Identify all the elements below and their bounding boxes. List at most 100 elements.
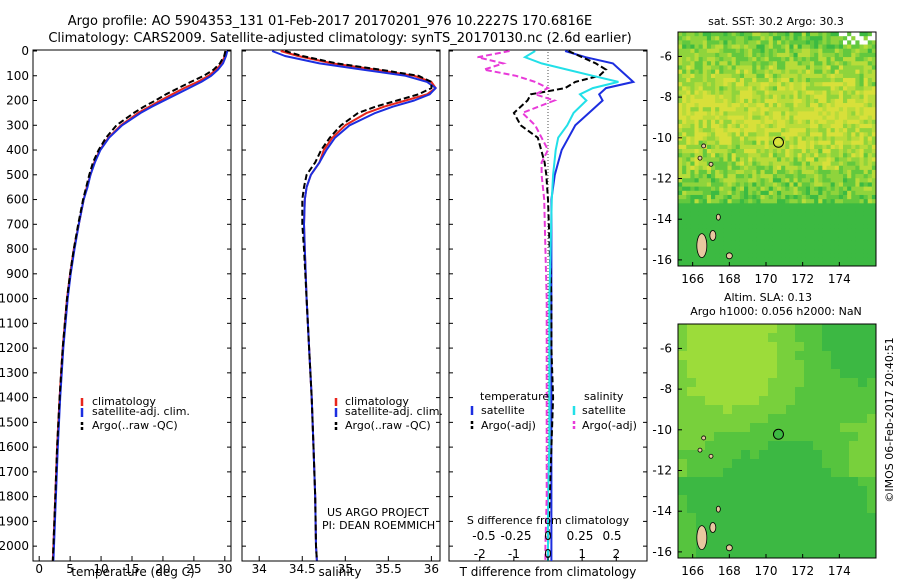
map-cell [723, 211, 728, 217]
map-cell [804, 324, 814, 334]
map-cell [698, 57, 704, 62]
map-cell [797, 119, 803, 125]
map-cell [851, 77, 856, 83]
map-cell [768, 199, 774, 204]
map-cell [702, 190, 708, 196]
map-cell [741, 360, 751, 370]
map-cell [714, 351, 724, 361]
difference-legend: temperature salinity satellite Argo(-adj… [470, 390, 637, 432]
map-cell [847, 203, 852, 208]
map-cell [822, 140, 827, 146]
map-cell [772, 232, 778, 238]
map-cell [822, 333, 832, 343]
map-cell [752, 77, 757, 83]
map-cell [804, 414, 814, 424]
map-cell [698, 136, 704, 142]
map-cell [690, 69, 695, 75]
map-cell [714, 396, 724, 406]
map-cell [867, 224, 873, 229]
map-cell [750, 405, 760, 415]
map-cell [785, 220, 790, 225]
map-cell [748, 36, 753, 41]
map-cell [706, 211, 712, 217]
map-cell [786, 324, 796, 334]
map-cell [764, 136, 770, 142]
map-cell [777, 123, 782, 129]
map-cell [750, 369, 760, 379]
map-cell [752, 52, 757, 58]
map-cell [859, 123, 865, 129]
map-cell [706, 73, 712, 79]
map-cell [789, 178, 794, 183]
map-cell [826, 157, 832, 162]
map-cell [698, 94, 704, 100]
map-cell [748, 182, 753, 188]
map-cell [678, 186, 683, 192]
map-cell [694, 69, 700, 75]
map-cell [682, 48, 687, 54]
map-cell [723, 82, 728, 87]
map-cell [772, 98, 778, 104]
map-cell [838, 32, 844, 37]
map-cell [706, 48, 712, 54]
map-cell [810, 224, 815, 229]
x-tick-label: -1 [508, 547, 520, 561]
map-cell [805, 94, 811, 100]
map-cell [756, 136, 761, 142]
map-cell [801, 40, 807, 45]
map-cell [678, 103, 683, 108]
island [701, 435, 707, 441]
map-cell [795, 495, 805, 505]
map-cell [785, 98, 790, 104]
map-cell [830, 77, 836, 83]
map-cell [715, 178, 720, 183]
map-cell [858, 504, 868, 514]
map-cell [867, 190, 873, 196]
map-cell [801, 165, 807, 171]
map-cell [847, 236, 852, 242]
map-cell [858, 540, 868, 550]
map-cell [686, 140, 691, 146]
map-cell [797, 123, 803, 129]
map-cell [764, 249, 770, 254]
map-cell [731, 149, 737, 154]
map-cell [834, 149, 840, 154]
map-cell [739, 65, 745, 71]
map-cell [768, 48, 774, 54]
map-cell [723, 69, 728, 75]
map-cell [772, 194, 778, 200]
map-cell [797, 211, 803, 217]
map-cell [818, 40, 823, 45]
map-cell [752, 240, 757, 246]
map-cell [786, 513, 796, 523]
x-tick-label: 0 [544, 547, 552, 561]
map-cell [696, 351, 706, 361]
map-cell [867, 178, 873, 183]
map-cell [805, 119, 811, 125]
map-cell [723, 157, 728, 162]
map-cell [777, 423, 787, 433]
map-cell [759, 531, 769, 541]
map-cell [818, 161, 823, 167]
map-cell [759, 342, 769, 352]
map-cell [793, 253, 799, 259]
map-cell [759, 396, 769, 406]
map-cell [719, 190, 724, 196]
map-cell [752, 224, 757, 229]
series-line-t-satellite [550, 50, 636, 561]
map-cell [871, 136, 877, 142]
map-cell [768, 211, 774, 217]
map-cell [723, 36, 728, 41]
map-cell [706, 128, 712, 133]
map-cell [752, 82, 757, 87]
map-cell [801, 211, 807, 217]
map-cell [818, 153, 823, 158]
map-cell [789, 103, 794, 108]
map-cell [678, 115, 683, 121]
map-cell [706, 207, 712, 213]
map-cell [727, 82, 733, 87]
map-cell [772, 190, 778, 196]
map-cell [805, 194, 811, 200]
map-cell [723, 369, 733, 379]
map-cell [826, 32, 832, 37]
